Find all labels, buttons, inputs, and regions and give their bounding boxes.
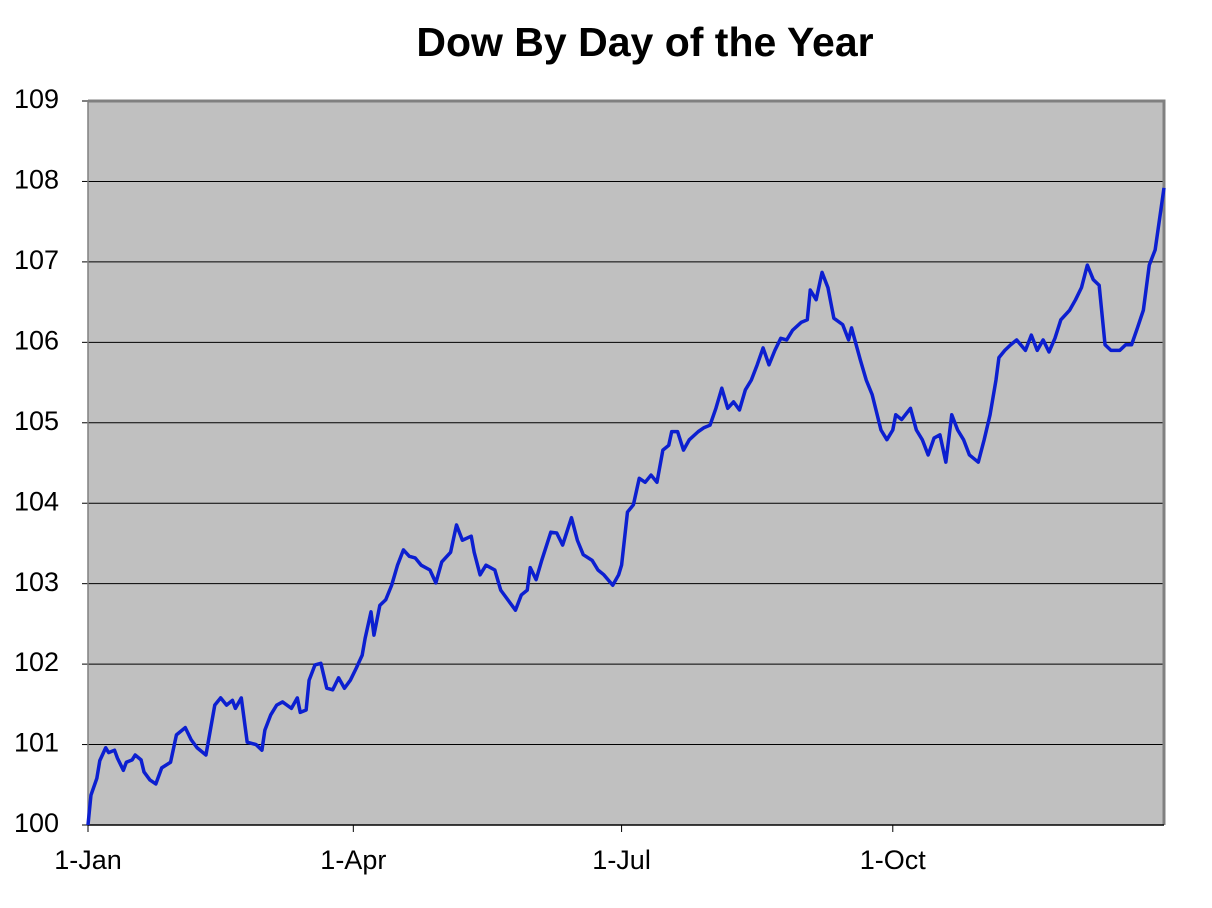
x-tick-label: 1-Jan <box>54 845 122 875</box>
x-tick-label: 1-Apr <box>320 845 386 875</box>
plot-area <box>88 101 1164 825</box>
y-tick-label: 102 <box>14 647 59 677</box>
plot-border <box>88 99 1166 825</box>
y-tick-label: 104 <box>14 486 59 516</box>
y-tick-label: 109 <box>14 84 59 114</box>
y-tick-label: 108 <box>14 165 59 195</box>
y-tick-label: 107 <box>14 245 59 275</box>
chart-title: Dow By Day of the Year <box>416 19 873 65</box>
y-tick-label: 106 <box>14 325 59 355</box>
y-tick-label: 100 <box>14 808 59 838</box>
x-tick-label: 1-Oct <box>860 845 927 875</box>
x-tick-label: 1-Jul <box>592 845 651 875</box>
y-tick-label: 105 <box>14 406 59 436</box>
y-tick-label: 103 <box>14 567 59 597</box>
series-line <box>86 187 1166 826</box>
y-tick-label: 101 <box>14 728 59 758</box>
